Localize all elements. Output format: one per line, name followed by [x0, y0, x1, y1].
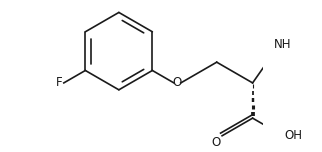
- Text: F: F: [56, 76, 62, 89]
- Text: NH: NH: [274, 38, 292, 51]
- Text: O: O: [212, 136, 221, 149]
- Text: O: O: [173, 76, 182, 89]
- Text: OH: OH: [285, 129, 302, 142]
